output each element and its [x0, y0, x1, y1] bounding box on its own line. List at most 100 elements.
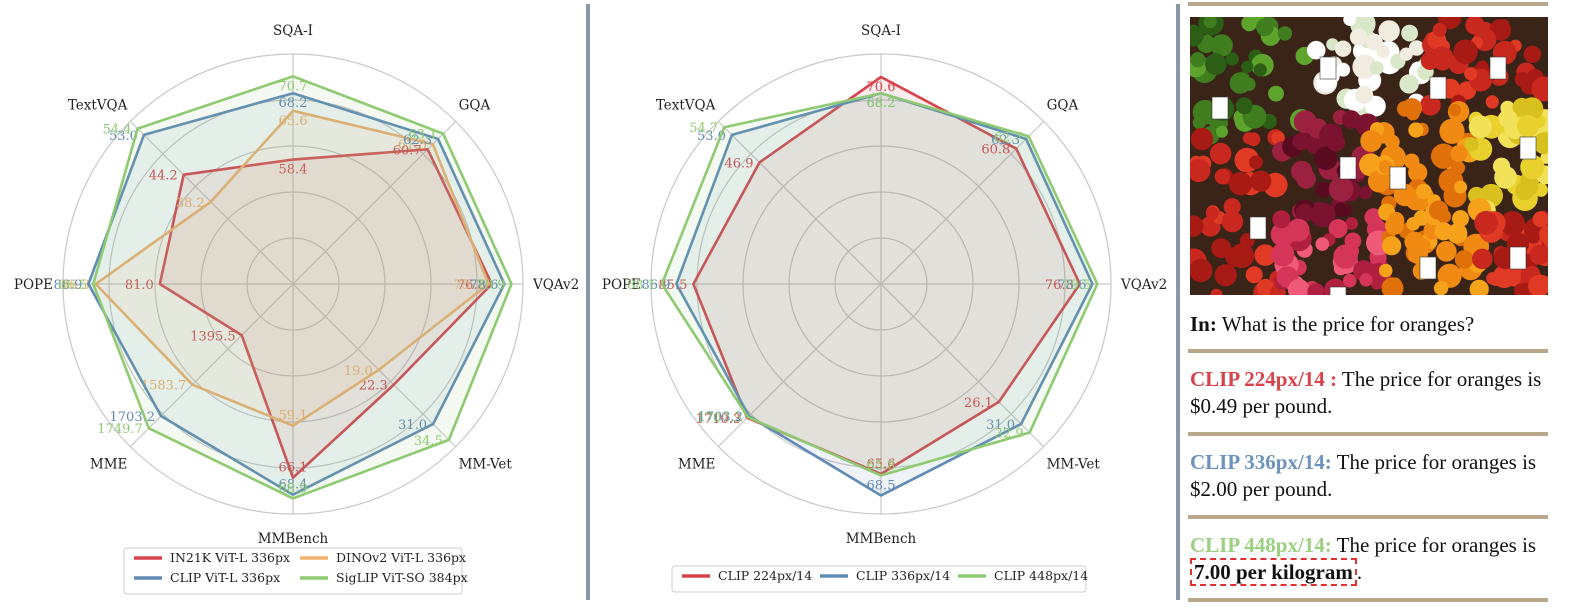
spoke-textvqa	[717, 120, 882, 285]
legend-label-siglip-vit-so-384px: SigLIP ViT-SO 384px	[336, 570, 468, 585]
panel-divider-left	[586, 4, 590, 600]
fruit	[1310, 202, 1336, 228]
panel-divider-right	[1176, 4, 1180, 600]
fruit	[1452, 210, 1469, 228]
fruit	[1256, 18, 1274, 37]
axis-label-mm-vet: MM-Vet	[459, 457, 513, 473]
fruit	[1364, 208, 1383, 227]
answer-336-text: The price for oranges is $2.00 per pound…	[1190, 450, 1537, 501]
fruit	[1436, 241, 1457, 262]
axis-label-gqa: GQA	[459, 97, 491, 113]
axis-label-mm-vet: MM-Vet	[1047, 457, 1101, 473]
axis-label-mmbench: MMBench	[258, 531, 329, 547]
fruit-market-image	[1190, 17, 1548, 295]
fruit	[1492, 265, 1516, 289]
data-label-clip-336px-14-gqa: 62.3	[991, 133, 1020, 148]
series-clip-336px-14	[675, 91, 1094, 497]
fruit	[1246, 132, 1261, 147]
data-label-clip-224px-14-gqa: 60.8	[981, 143, 1010, 158]
data-label-clip-vit-l-336px-vqav2: 78.6	[469, 278, 498, 293]
fruit	[1366, 33, 1383, 51]
data-label-in21k-vit-l-336px-textvqa: 44.2	[149, 169, 178, 184]
axis-label-sqa-i: SQA-I	[273, 23, 313, 39]
fruit	[1415, 183, 1432, 200]
fruit	[1328, 176, 1354, 202]
fruit	[1205, 206, 1219, 220]
legend-label-clip-vit-l-336px: CLIP ViT-L 336px	[170, 570, 280, 585]
rule-1	[1188, 349, 1548, 353]
fruit	[1401, 24, 1418, 42]
axis-label-pope: POPE	[602, 277, 641, 293]
fruit	[1529, 244, 1548, 265]
answer-336: CLIP 336px/14: The price for oranges is …	[1190, 449, 1548, 503]
fruit	[1221, 210, 1244, 233]
answer-448-end: .	[1356, 560, 1363, 584]
answer-448-model: CLIP 448px/14:	[1190, 533, 1332, 557]
fruit	[1192, 116, 1206, 130]
fruit	[1399, 74, 1419, 94]
fruit	[1472, 248, 1493, 270]
data-label-clip-224px-14-mm-vet: 26.1	[964, 396, 993, 411]
price-tag	[1419, 256, 1437, 280]
fruit	[1250, 170, 1272, 192]
price-tag	[1489, 56, 1507, 80]
fruit	[1369, 61, 1384, 75]
fruit	[1214, 264, 1237, 287]
fruit	[1385, 216, 1404, 235]
fruit	[1437, 209, 1452, 224]
fruit	[1203, 17, 1217, 29]
fruit	[1432, 22, 1447, 37]
fruit	[1359, 273, 1373, 287]
fruit	[1464, 137, 1479, 152]
radar-chart-resolutions: SQA-I GQA VQAv2 MM-Vet MMBench MME POPE TextVQA…	[602, 23, 1167, 593]
data-label-clip-448px-14-vqav2: 79.5	[1062, 278, 1091, 293]
fruit	[1328, 219, 1348, 239]
rule-2	[1188, 432, 1548, 436]
fruit	[1277, 26, 1293, 41]
fruit	[1408, 122, 1424, 138]
data-label-clip-224px-14-vqav2: 76.3	[1045, 278, 1074, 293]
legend-label-dinov2-vit-l-336px: DINOv2 ViT-L 336px	[336, 550, 466, 565]
data-label-clip-224px-14-mme: 1710.3	[696, 412, 742, 427]
data-label-dinov2-vit-l-336px-sqa-i: 65.6	[279, 114, 308, 129]
fruit	[1314, 148, 1334, 168]
fruit	[1413, 238, 1431, 256]
fruit	[1468, 115, 1492, 139]
data-label-clip-224px-14-sqa-i: 70.6	[867, 80, 896, 95]
axis-label-vqav2: VQAv2	[532, 277, 579, 293]
rule-3	[1188, 515, 1548, 519]
fruit	[1525, 181, 1539, 195]
fruit	[1190, 52, 1206, 68]
answer-224: CLIP 224px/14 : The price for oranges is…	[1190, 366, 1548, 420]
data-label-clip-336px-14-mmbench: 68.5	[867, 478, 896, 493]
data-label-clip-vit-l-336px-sqa-i: 68.2	[279, 96, 308, 111]
spoke-mm-vet	[292, 283, 457, 448]
data-label-clip-224px-14-mmbench: 65.6	[867, 457, 896, 472]
fruit	[1533, 132, 1548, 155]
fruit	[1271, 131, 1285, 145]
fruit	[1190, 127, 1214, 151]
fruit	[1370, 277, 1383, 290]
fruit	[1223, 198, 1241, 216]
produce-pile	[1190, 127, 1288, 295]
fruit	[1287, 278, 1310, 295]
fruit	[1352, 54, 1377, 80]
spoke-mm-vet	[880, 283, 1045, 448]
fruit	[1339, 204, 1353, 217]
fruit	[1270, 222, 1296, 247]
fruit	[1216, 125, 1228, 138]
answer-336-model: CLIP 336px/14:	[1190, 450, 1332, 474]
fruit	[1514, 72, 1530, 87]
series-clip-448px-14	[660, 91, 1099, 477]
answer-224-model: CLIP 224px/14 :	[1190, 367, 1338, 391]
spoke-mme	[717, 283, 882, 448]
fruit	[1190, 258, 1213, 283]
price-tag	[1389, 166, 1407, 190]
fruit	[1190, 215, 1204, 237]
fruit	[1408, 40, 1425, 56]
axis-label-vqav2: VQAv2	[1120, 277, 1167, 293]
axis-label-textvqa: TextVQA	[656, 97, 716, 113]
axis-label-pope: POPE	[14, 277, 53, 293]
price-tag	[1429, 76, 1447, 100]
qa-example-panel: In: What is the price for oranges? CLIP …	[1188, 0, 1548, 610]
